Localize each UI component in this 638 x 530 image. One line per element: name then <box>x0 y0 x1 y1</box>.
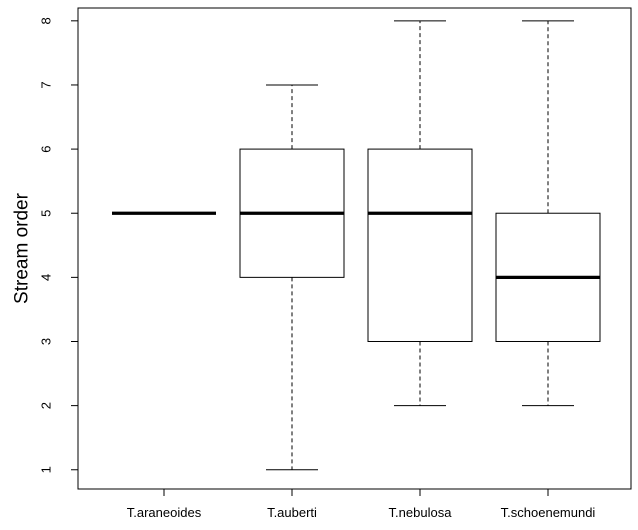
y-axis-title: Stream order <box>12 192 33 304</box>
y-axis: 1 2 3 4 5 6 7 8 <box>39 17 78 473</box>
box-body <box>367 148 473 342</box>
y-tick-label: 8 <box>39 17 54 24</box>
x-tick-label: T.auberti <box>267 505 317 520</box>
y-tick-label: 2 <box>39 402 54 409</box>
x-tick-label: T.araneoides <box>127 505 202 520</box>
y-tick-label: 4 <box>39 274 54 281</box>
x-axis: T.araneoides T.auberti T.nebulosa T.schoene… <box>127 489 596 520</box>
x-tick-label: T.nebulosa <box>389 505 453 520</box>
plot-frame <box>77 7 632 490</box>
y-tick-label: 3 <box>39 338 54 345</box>
y-tick-label: 1 <box>39 466 54 473</box>
box-T.auberti <box>239 84 345 471</box>
y-tick-label: 5 <box>39 210 54 217</box>
x-tick-label: T.schoenemundi <box>501 505 596 520</box>
y-tick-label: 6 <box>39 145 54 152</box>
box-T.schoenemundi <box>495 20 601 407</box>
y-tick-label: 7 <box>39 81 54 88</box>
box-T.nebulosa <box>367 20 473 407</box>
boxes-group <box>112 20 601 471</box>
